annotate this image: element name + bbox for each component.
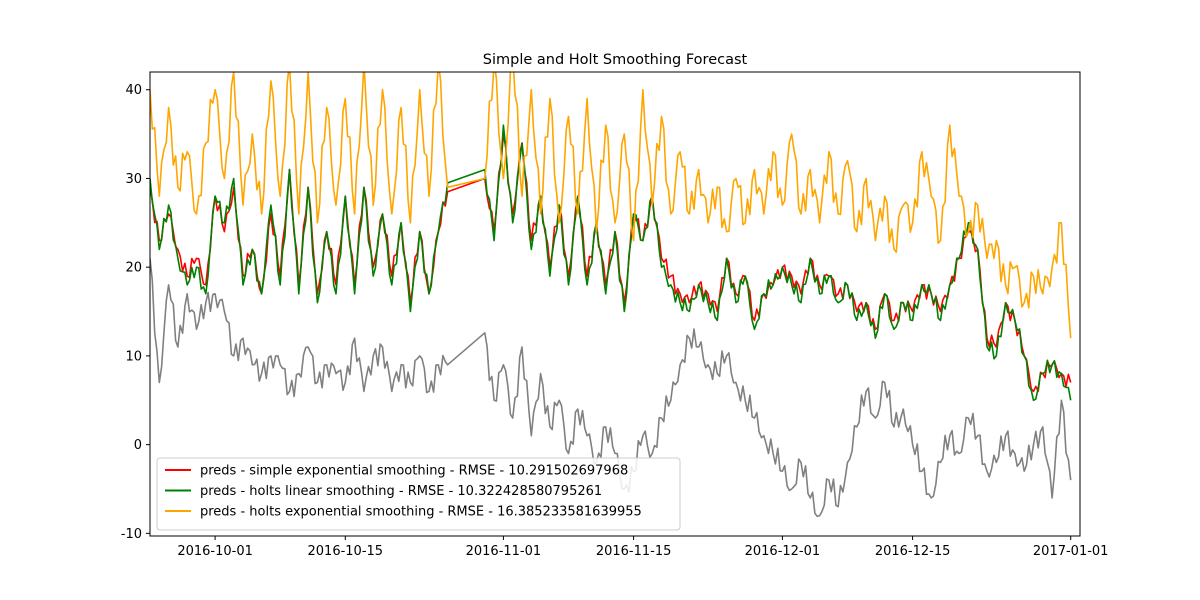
x-tick-label: 2016-10-01 [177,544,253,559]
legend-box [156,457,681,531]
y-tick-label: 0 [134,438,142,453]
x-tick-label: 2017-01-01 [1033,544,1109,559]
x-tick-label: 2016-11-15 [596,544,672,559]
y-tick-label: 40 [125,83,142,98]
chart-title: Simple and Holt Smoothing Forecast [483,52,748,68]
x-tick-label: 2016-10-15 [308,544,384,559]
legend-label: preds - holts linear smoothing - RMSE - … [200,484,602,499]
y-tick-label: 20 [125,261,142,276]
y-axis: -10 0 10 20 30 40 [121,83,150,542]
legend-label: preds - holts exponential smoothing - RM… [200,505,642,520]
legend-label: preds - simple exponential smoothing - R… [200,464,628,479]
series-line-2 [150,124,1072,402]
x-tick-label: 2016-11-01 [466,544,542,559]
x-tick-label: 2016-12-01 [745,544,821,559]
y-tick-label: -10 [121,527,142,542]
y-tick-label: 30 [125,172,142,187]
series-layer [150,72,1072,518]
x-axis: 2016-10-01 2016-10-15 2016-11-01 2016-11-15… [177,536,1108,559]
series-line-3 [150,72,1072,339]
plot-frame [149,71,1081,537]
x-tick-label: 2016-12-15 [875,544,951,559]
y-tick-label: 10 [125,349,142,364]
legend: preds - simple exponential smoothing - R… [156,457,681,531]
